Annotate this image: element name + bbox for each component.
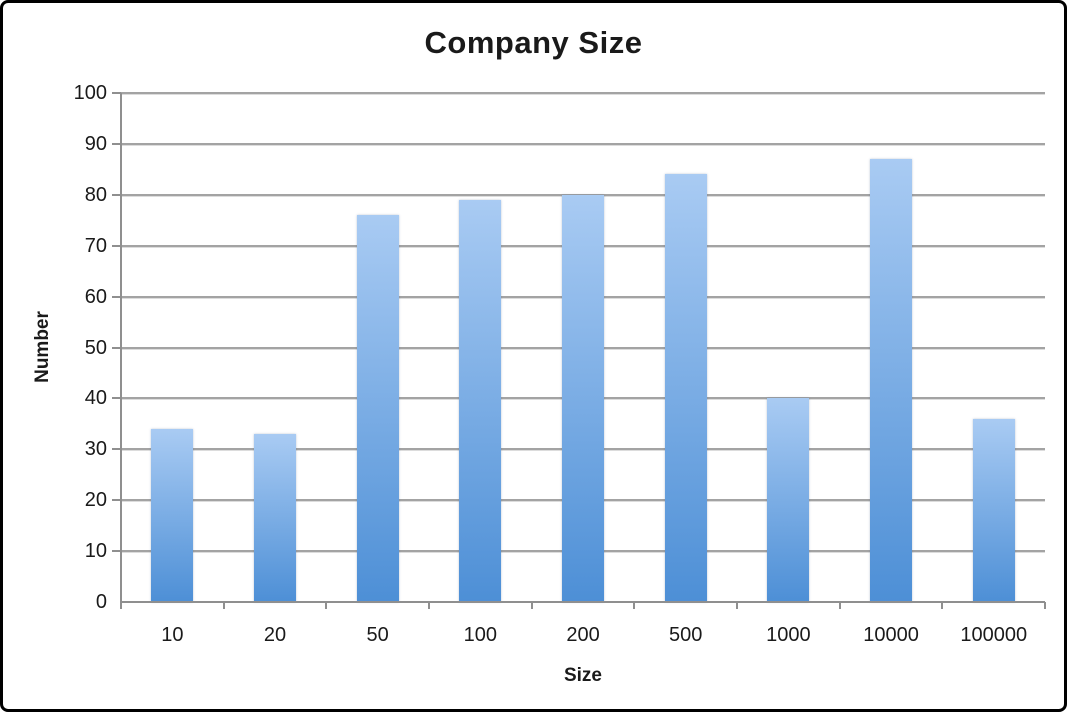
bar-20 bbox=[254, 434, 296, 602]
bars bbox=[121, 93, 1045, 602]
bar-slot bbox=[532, 93, 635, 602]
x-axis-tick bbox=[120, 602, 122, 609]
x-axis-tick bbox=[427, 602, 430, 609]
x-tick-label: 200 bbox=[566, 624, 600, 646]
y-axis-tick bbox=[112, 295, 121, 298]
bar-slot bbox=[121, 93, 224, 602]
bar-200 bbox=[562, 194, 605, 602]
bar-slot bbox=[634, 93, 737, 602]
x-axis-tick bbox=[530, 602, 533, 609]
bar-10000 bbox=[870, 159, 913, 602]
x-tick-label: 10000 bbox=[863, 624, 919, 646]
y-axis-labels: 0 10 20 30 40 50 60 70 80 90 100 bbox=[3, 82, 107, 613]
bar-100 bbox=[459, 199, 502, 602]
bar-slot bbox=[840, 93, 943, 602]
bar-slot bbox=[942, 93, 1045, 602]
y-tick-label: 80 bbox=[84, 183, 107, 206]
x-axis-tick bbox=[838, 602, 841, 609]
y-tick-label: 90 bbox=[84, 132, 107, 155]
bar-slot bbox=[224, 93, 327, 602]
x-axis-tick bbox=[735, 602, 738, 609]
bar-slot bbox=[326, 93, 429, 602]
x-tick-label: 20 bbox=[263, 624, 287, 646]
y-tick-label: 40 bbox=[84, 387, 107, 410]
y-axis-tick bbox=[112, 193, 121, 196]
bar-slot bbox=[429, 93, 532, 602]
y-tick-label: 20 bbox=[84, 489, 107, 512]
x-tick-label: 1000 bbox=[766, 624, 811, 646]
y-axis-tick bbox=[112, 448, 121, 451]
y-tick-label: 100 bbox=[73, 82, 107, 104]
y-tick-label: 60 bbox=[84, 285, 107, 308]
y-axis-tick bbox=[112, 92, 121, 94]
x-tick-label: 10 bbox=[161, 624, 184, 646]
plot-area bbox=[112, 92, 1046, 609]
y-axis-line bbox=[120, 93, 122, 609]
x-axis-tick bbox=[941, 602, 944, 609]
bar-slot bbox=[737, 93, 840, 602]
y-axis-tick bbox=[112, 346, 121, 349]
y-axis-tick bbox=[112, 142, 121, 145]
bar-1000 bbox=[767, 398, 810, 602]
x-tick-label: 100 bbox=[463, 624, 498, 646]
y-axis-tick bbox=[112, 499, 121, 502]
y-axis-tick bbox=[112, 397, 121, 400]
y-tick-label: 50 bbox=[84, 336, 107, 359]
x-tick-label: 500 bbox=[669, 624, 703, 646]
y-axis-tick bbox=[112, 550, 121, 553]
x-axis-line bbox=[121, 601, 1045, 603]
x-tick-label: 100000 bbox=[960, 624, 1028, 646]
x-axis-labels: 10 20 50 100 200 500 1000 10000 100000 bbox=[121, 623, 1045, 647]
y-tick-label: 70 bbox=[84, 234, 107, 257]
y-tick-label: 0 bbox=[95, 591, 107, 613]
chart-title: Company Size bbox=[424, 25, 643, 60]
bar-100000 bbox=[972, 418, 1015, 602]
bar-500 bbox=[664, 174, 707, 602]
x-axis-tick bbox=[222, 602, 225, 609]
bar-50 bbox=[356, 215, 399, 602]
x-axis-tick bbox=[633, 602, 636, 609]
y-tick-label: 10 bbox=[84, 540, 107, 563]
x-axis-tick bbox=[325, 602, 328, 609]
bar-10 bbox=[151, 428, 194, 602]
y-tick-label: 30 bbox=[84, 438, 107, 461]
y-axis-tick bbox=[112, 244, 121, 247]
x-axis-title: Size bbox=[563, 665, 603, 686]
x-axis-tick bbox=[1044, 602, 1046, 609]
gridline bbox=[121, 142, 1045, 145]
x-tick-label: 50 bbox=[366, 624, 389, 646]
gridline bbox=[121, 92, 1045, 94]
